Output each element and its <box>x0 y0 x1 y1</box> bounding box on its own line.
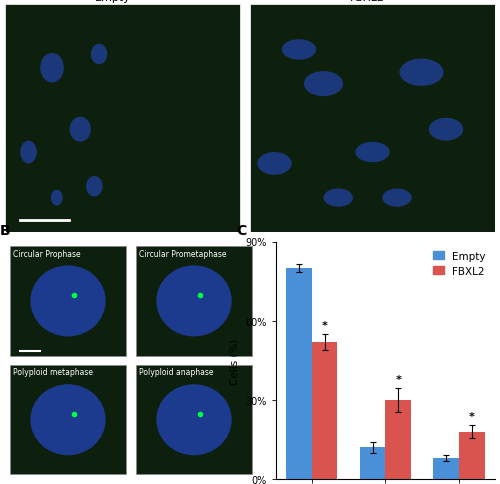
Text: Polyploid anaphase: Polyploid anaphase <box>138 368 213 377</box>
Text: FBXL2: FBXL2 <box>350 0 385 2</box>
Text: Circular Prophase: Circular Prophase <box>12 249 80 258</box>
Bar <box>250 5 495 232</box>
Y-axis label: Cells (%): Cells (%) <box>230 337 240 384</box>
Ellipse shape <box>40 54 64 83</box>
Bar <box>312 342 338 479</box>
Bar <box>360 448 386 479</box>
Ellipse shape <box>324 189 353 207</box>
Bar <box>136 247 252 356</box>
Text: C: C <box>236 223 246 237</box>
Text: *: * <box>396 374 402 384</box>
Ellipse shape <box>356 142 390 163</box>
Text: Empty: Empty <box>95 0 130 2</box>
Ellipse shape <box>20 141 37 164</box>
Bar <box>459 432 485 479</box>
Ellipse shape <box>70 118 91 142</box>
Bar <box>5 5 240 232</box>
Ellipse shape <box>30 266 106 337</box>
Ellipse shape <box>156 266 232 337</box>
Bar <box>386 400 411 479</box>
Ellipse shape <box>304 72 343 97</box>
Text: *: * <box>322 320 328 330</box>
Ellipse shape <box>30 384 106 455</box>
Ellipse shape <box>86 177 102 197</box>
Text: *: * <box>469 411 475 421</box>
Ellipse shape <box>258 153 292 175</box>
Ellipse shape <box>51 190 62 206</box>
Legend: Empty, FBXL2: Empty, FBXL2 <box>429 247 490 281</box>
Ellipse shape <box>156 384 232 455</box>
Text: Polyploid metaphase: Polyploid metaphase <box>12 368 92 377</box>
Ellipse shape <box>382 189 412 207</box>
Text: A: A <box>15 0 26 2</box>
Bar <box>10 247 126 356</box>
Ellipse shape <box>282 40 316 60</box>
Ellipse shape <box>429 119 463 141</box>
Bar <box>136 365 252 474</box>
Ellipse shape <box>400 60 444 87</box>
Ellipse shape <box>91 45 108 65</box>
Bar <box>10 365 126 474</box>
Bar <box>286 268 312 479</box>
Text: Circular Prometaphase: Circular Prometaphase <box>138 249 226 258</box>
Text: B: B <box>0 223 10 237</box>
Bar <box>434 458 459 479</box>
